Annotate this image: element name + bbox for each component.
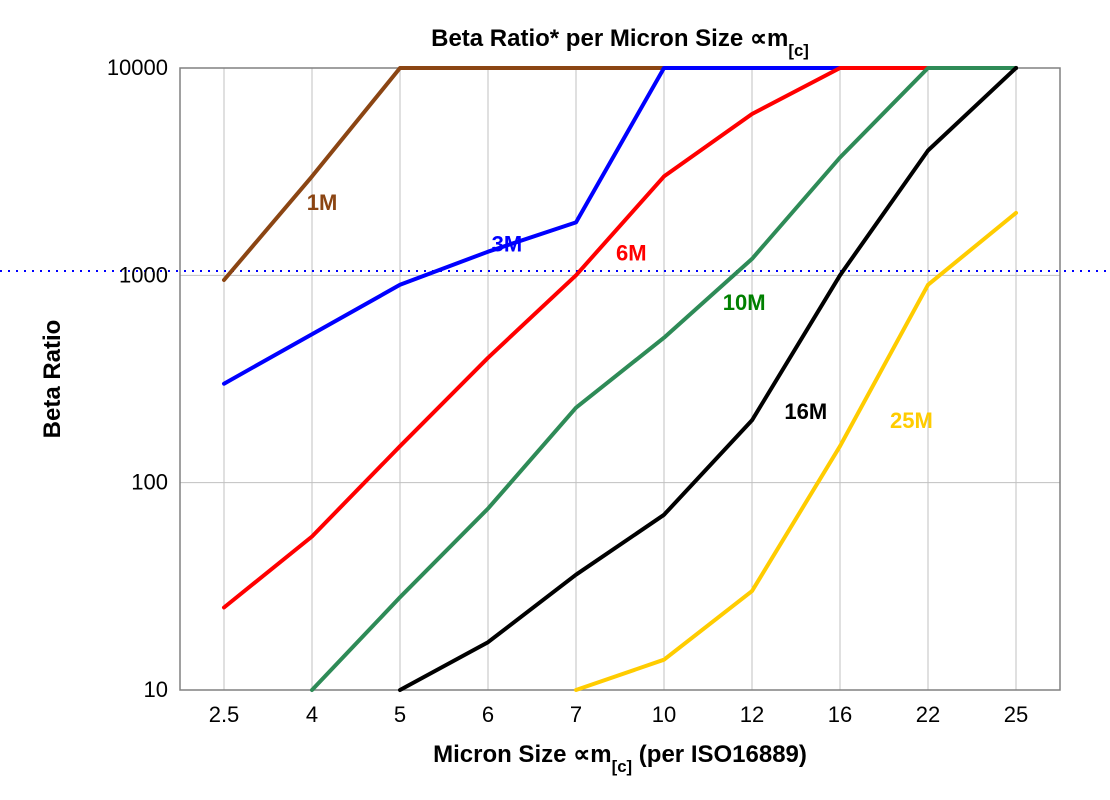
y-tick-label: 100 (131, 470, 168, 495)
x-tick-label: 6 (482, 702, 494, 727)
x-tick-label: 25 (1004, 702, 1028, 727)
x-tick-label: 5 (394, 702, 406, 727)
x-tick-label: 16 (828, 702, 852, 727)
x-tick-label: 7 (570, 702, 582, 727)
series-label-10m: 10M (723, 290, 766, 315)
y-tick-label: 10000 (107, 55, 168, 80)
series-label-16m: 16M (784, 399, 827, 424)
beta-ratio-chart: 1M 3M 6M 10M 16M 25M 2.5 4 5 6 7 10 12 16 22 25 10 100 100… (0, 0, 1110, 800)
series-label-6m: 6M (616, 240, 647, 265)
x-tick-label: 12 (740, 702, 764, 727)
x-tick-label: 10 (652, 702, 676, 727)
series-label-1m: 1M (307, 190, 338, 215)
x-tick-label: 22 (916, 702, 940, 727)
series-label-3m: 3M (492, 232, 523, 257)
x-tick-label: 4 (306, 702, 318, 727)
chart-container: 1M 3M 6M 10M 16M 25M 2.5 4 5 6 7 10 12 16 22 25 10 100 100… (0, 0, 1110, 800)
series-label-25m: 25M (890, 408, 933, 433)
y-axis-label: Beta Ratio (39, 320, 66, 439)
y-tick-label: 10 (144, 677, 168, 702)
x-tick-label: 2.5 (209, 702, 240, 727)
y-tick-label: 1000 (119, 262, 168, 287)
